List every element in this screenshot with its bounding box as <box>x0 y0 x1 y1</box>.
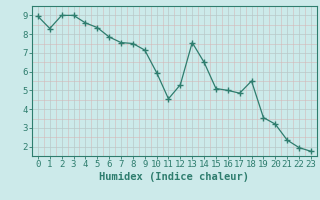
X-axis label: Humidex (Indice chaleur): Humidex (Indice chaleur) <box>100 172 249 182</box>
